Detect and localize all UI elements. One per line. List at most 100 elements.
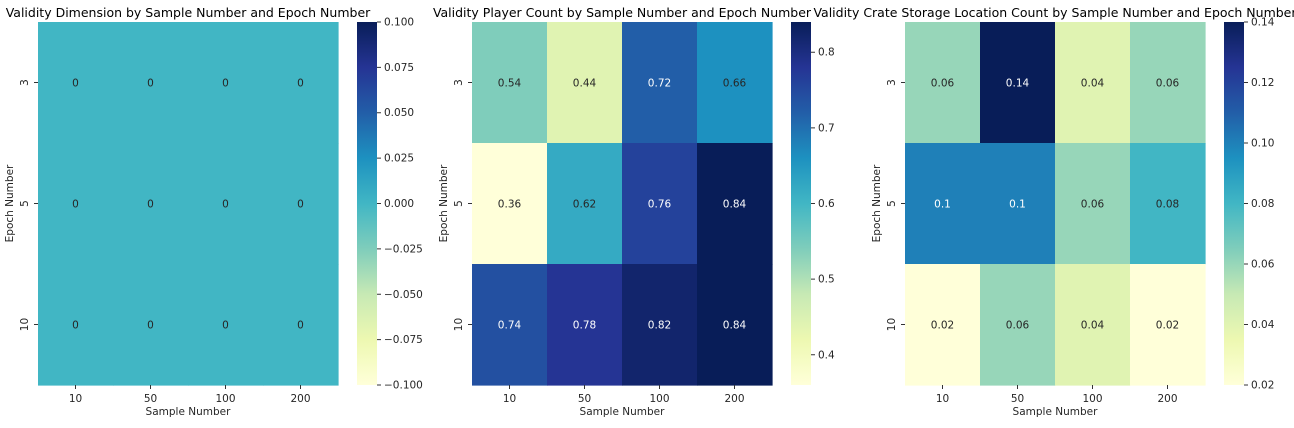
cell-label: 0: [297, 320, 304, 332]
y-tick-label: 10: [453, 318, 465, 331]
x-axis-label: Sample Number: [146, 406, 232, 418]
colorbar-tick-label: 0.000: [384, 198, 414, 210]
x-tick-label: 50: [144, 393, 157, 405]
cell-label: 0.84: [723, 199, 747, 211]
colorbar-tick-label: 0.7: [818, 122, 835, 134]
heatmap-cell: [622, 22, 698, 144]
heatmap-cell: [472, 264, 548, 386]
heatmap-cell: [905, 22, 981, 144]
x-axis-label: Sample Number: [580, 406, 666, 418]
heatmap-panel-2: 0.54 0.44 0.72 0.66 0.36 0.62 0.76 0.84 0.74 0.78…: [433, 5, 835, 418]
heatmap-cell: [113, 22, 189, 144]
colorbar-tick-label: 0.08: [1251, 198, 1274, 210]
cell-label: 0.06: [931, 78, 955, 90]
y-tick-label: 5: [453, 200, 465, 207]
heatmap-cell: [547, 264, 623, 386]
cell-label: 0.06: [1081, 199, 1105, 211]
cell-label: 0: [72, 320, 79, 332]
cell-label: 0.06: [1006, 320, 1030, 332]
heatmap-cell: [38, 143, 114, 265]
x-tick-label: 200: [1157, 393, 1177, 405]
colorbar-tick-label: 0.06: [1251, 259, 1275, 271]
cell-label: 0.62: [573, 199, 596, 211]
y-tick-label: 5: [19, 200, 31, 207]
cell-label: 0.36: [498, 199, 522, 211]
colorbar-tick-label: 0.100: [384, 17, 414, 29]
cell-label: 0.44: [573, 78, 597, 90]
chart-title: Validity Player Count by Sample Number a…: [433, 5, 812, 20]
heatmap-cell: [38, 22, 114, 144]
heatmap-cell: [1055, 143, 1131, 265]
cell-label: 0.74: [498, 320, 522, 332]
y-tick-label: 3: [453, 79, 465, 86]
cell-label: 0: [297, 78, 304, 90]
cell-label: 0.06: [1156, 78, 1180, 90]
heatmap-cell: [1130, 22, 1206, 144]
heatmap-cell: [905, 264, 981, 386]
heatmap-cell: [697, 264, 773, 386]
colorbar-tick-label: 0.025: [384, 153, 414, 165]
y-tick-label: 10: [19, 318, 31, 331]
x-tick-label: 100: [649, 393, 669, 405]
cell-label: 0: [147, 78, 154, 90]
cell-label: 0: [147, 199, 154, 211]
heatmap-cell: [113, 143, 189, 265]
colorbar-tick-label: 0.8: [818, 47, 835, 59]
heatmap-cell: [697, 22, 773, 144]
cell-label: 0: [222, 78, 229, 90]
cell-label: 0.04: [1081, 78, 1105, 90]
x-tick-label: 50: [1011, 393, 1024, 405]
cell-label: 0: [297, 199, 304, 211]
heatmap-cell: [1055, 264, 1131, 386]
colorbar: [791, 22, 811, 385]
cell-label: 0.66: [723, 78, 747, 90]
heatmap-cell: [188, 264, 264, 386]
heatmap-cell: [980, 22, 1056, 144]
heatmap-cell: [113, 264, 189, 386]
cell-label: 0.02: [931, 320, 954, 332]
heatmap-cell: [1130, 264, 1206, 386]
cell-label: 0.08: [1156, 199, 1179, 211]
cell-label: 0.1: [1009, 199, 1026, 211]
colorbar-tick-label: −0.050: [384, 289, 423, 301]
y-tick-label: 3: [886, 79, 898, 86]
heatmap-cell: [188, 22, 264, 144]
cell-label: 0.02: [1156, 320, 1179, 332]
cell-label: 0.84: [723, 320, 747, 332]
x-tick-label: 200: [724, 393, 744, 405]
colorbar-tick-label: 0.4: [818, 349, 835, 361]
heatmap-cell: [263, 143, 339, 265]
heatmap-panel-1: 0 0 0 0 0 0 0 0 0 0 0 0 Validity Dimension by Sample…: [4, 5, 423, 418]
colorbar-tick-label: 0.10: [1251, 138, 1274, 150]
x-axis-label: Sample Number: [1013, 406, 1099, 418]
x-tick-label: 100: [215, 393, 235, 405]
heatmap-cell: [263, 22, 339, 144]
colorbar-tick-label: 0.14: [1251, 17, 1275, 29]
heatmap-cell: [188, 143, 264, 265]
x-tick-label: 10: [936, 393, 949, 405]
cell-label: 0.78: [573, 320, 596, 332]
colorbar-tick-label: 0.075: [384, 62, 414, 74]
cell-label: 0.82: [648, 320, 671, 332]
x-tick-label: 10: [503, 393, 516, 405]
y-tick-label: 10: [886, 318, 898, 331]
heatmap-cell: [472, 143, 548, 265]
cell-label: 0: [222, 199, 229, 211]
colorbar-tick-label: −0.075: [384, 334, 423, 346]
heatmap-cell: [905, 143, 981, 265]
heatmap-cell: [980, 264, 1056, 386]
cell-label: 0.72: [648, 78, 671, 90]
cell-label: 0: [222, 320, 229, 332]
heatmap-cell: [622, 264, 698, 386]
colorbar-tick-label: 0.050: [384, 107, 414, 119]
cell-label: 0: [72, 199, 79, 211]
colorbar-tick-label: 0.12: [1251, 77, 1274, 89]
x-tick-label: 50: [578, 393, 591, 405]
heatmap-cell: [263, 264, 339, 386]
colorbar: [1224, 22, 1244, 385]
colorbar-tick-label: −0.100: [384, 380, 423, 392]
colorbar-tick-label: −0.025: [384, 243, 423, 255]
cell-label: 0: [147, 320, 154, 332]
heatmap-cell: [980, 143, 1056, 265]
